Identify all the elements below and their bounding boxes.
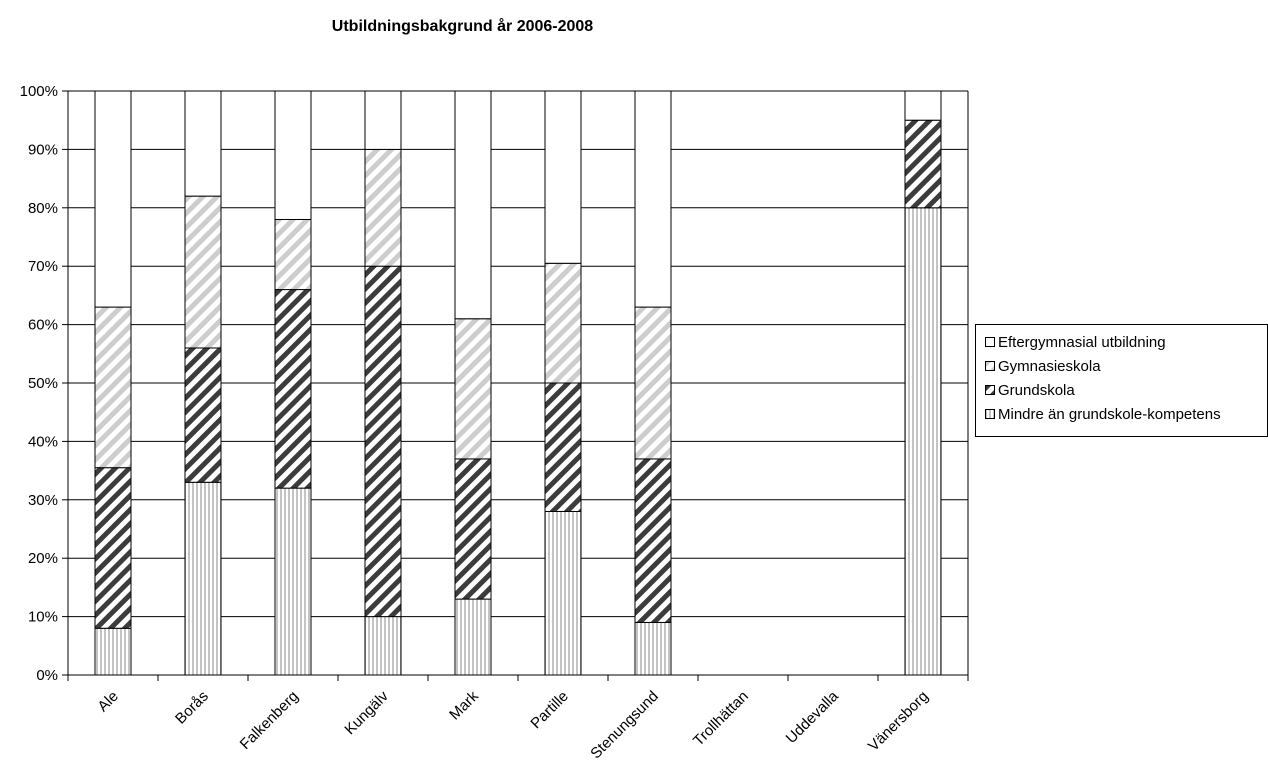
x-tick-label: Trollhättan [690,688,752,750]
x-tick-label: Falkenberg [237,688,302,753]
bar-segment [634,458,672,623]
bar-segment [544,382,582,512]
x-tick-label: Vänersborg [865,688,932,755]
bar-segment [94,306,132,469]
legend-swatch [985,385,995,395]
x-tick-label: Partille [527,688,571,732]
bar-segment [94,627,132,676]
y-tick-label: 0% [36,667,58,684]
y-tick-label: 80% [28,200,58,217]
y-tick-label: 50% [28,375,58,392]
bar-segment [904,90,942,121]
bar-segment [364,90,402,150]
bar-segment [454,458,492,600]
y-tick-label: 40% [28,433,58,450]
x-tick-label: Ale [94,688,121,715]
bar-segment [904,207,942,676]
legend-item: Mindre än grundskole-kompetens [985,402,1267,426]
legend-item: Grundskola [985,378,1267,402]
y-tick-label: 70% [28,258,58,275]
legend: Eftergymnasial utbildning Gymnasieskola Gr… [975,324,1268,437]
legend-label: Gymnasieskola [998,357,1101,375]
x-tick-label: Stenungsund [587,688,662,763]
bar-segment [634,306,672,460]
y-tick-label: 20% [28,550,58,567]
bar-segment [454,598,492,676]
legend-swatch [985,409,995,419]
bar-segment [184,347,222,483]
bar-segment [544,90,582,264]
bar-segment [94,90,132,308]
y-tick-label: 100% [20,83,58,100]
bar-segment [274,90,312,220]
legend-label: Mindre än grundskole-kompetens [998,405,1221,423]
bar-segment [634,621,672,676]
x-tick-label: Kungälv [341,687,392,738]
y-tick-label: 60% [28,317,58,334]
legend-label: Grundskola [998,381,1075,399]
bar-segment [544,262,582,384]
bar-segment [454,318,492,460]
x-tick-label: Mark [446,687,482,723]
legend-swatch [985,337,995,347]
y-tick-label: 10% [28,609,58,626]
bar-segment [634,90,672,308]
bar-segment [94,467,132,629]
legend-item: Gymnasieskola [985,354,1267,378]
bar-segment [184,195,222,349]
bar-segment [184,481,222,676]
bar-segment [364,616,402,676]
bar-segment [274,289,312,489]
y-tick-label: 90% [28,141,58,158]
bar-segment [544,510,582,676]
legend-item: Eftergymnasial utbildning [985,330,1267,354]
bar-segment [454,90,492,320]
bar-segment [184,90,222,197]
bar-segment [274,218,312,291]
bar-segment [904,119,942,209]
bar-segment [364,148,402,267]
legend-swatch [985,361,995,371]
chart-title: Utbildningsbakgrund år 2006-2008 [331,18,594,35]
bar-segment [364,265,402,618]
bar-segment [274,487,312,676]
y-tick-label: 30% [28,492,58,509]
legend-label: Eftergymnasial utbildning [998,333,1166,351]
x-tick-label: Borås [172,688,212,728]
x-tick-label: Uddevalla [783,687,843,747]
